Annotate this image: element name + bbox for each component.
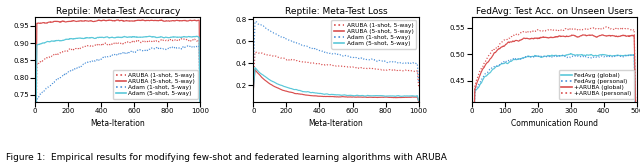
Title: Reptile: Meta-Test Accuracy: Reptile: Meta-Test Accuracy [56,7,180,16]
Title: FedAvg: Test Acc. on Unseen Users: FedAvg: Test Acc. on Unseen Users [476,7,632,16]
Legend: ARUBA (1-shot, 5-way), ARUBA (5-shot, 5-way), Adam (1-shot, 5-way), Adam (5-shot: ARUBA (1-shot, 5-way), ARUBA (5-shot, 5-… [332,20,416,49]
X-axis label: Meta-Iteration: Meta-Iteration [308,120,364,128]
Title: Reptile: Meta-Test Loss: Reptile: Meta-Test Loss [285,7,387,16]
X-axis label: Meta-Iteration: Meta-Iteration [90,120,145,128]
Legend: FedAvg (global), FedAvg (personal), +ARUBA (global), +ARUBA (personal): FedAvg (global), FedAvg (personal), +ARU… [559,70,634,99]
Text: Figure 1:  Empirical results for modifying few-shot and federated learning algor: Figure 1: Empirical results for modifyin… [6,153,447,162]
Legend: ARUBA (1-shot, 5-way), ARUBA (5-shot, 5-way), Adam (1-shot, 5-way), Adam (5-shot: ARUBA (1-shot, 5-way), ARUBA (5-shot, 5-… [113,70,198,99]
X-axis label: Communication Round: Communication Round [511,120,598,128]
